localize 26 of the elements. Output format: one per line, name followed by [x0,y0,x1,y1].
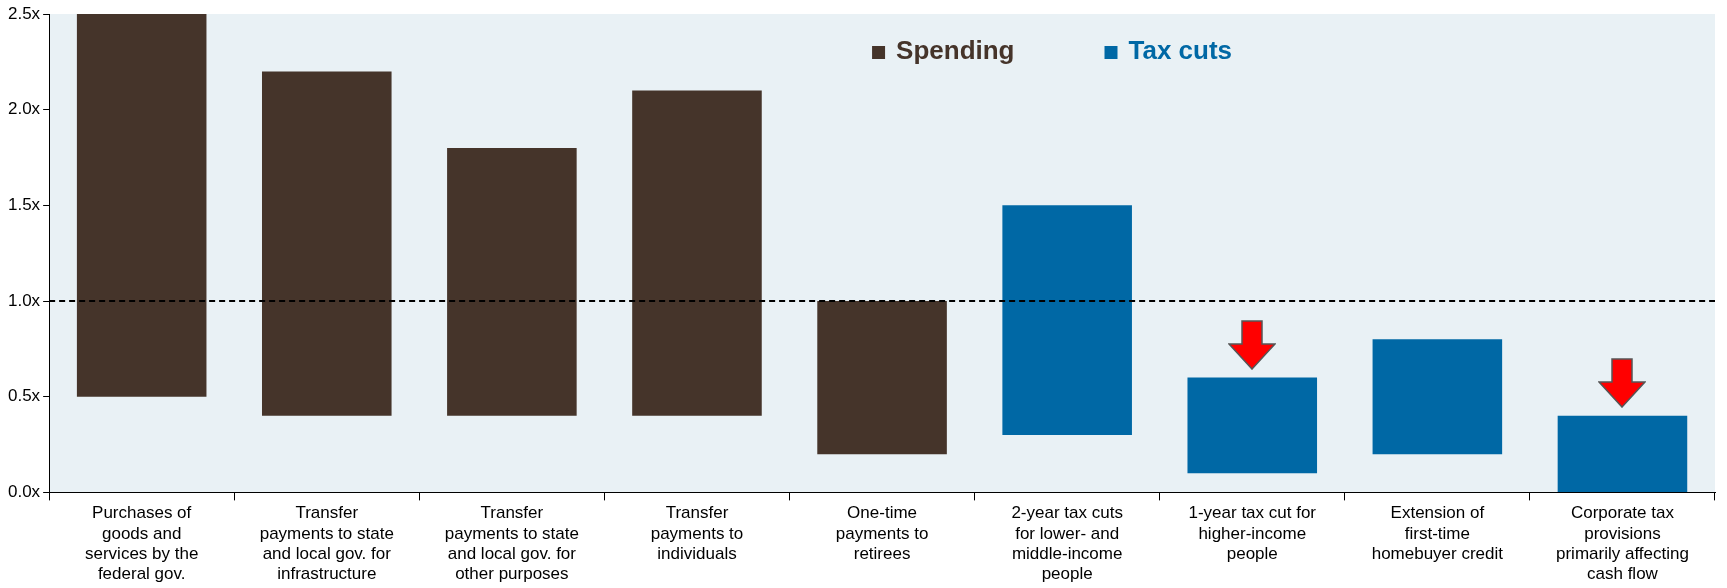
bar [1002,205,1132,435]
y-tick-label: 1.0x [7,290,41,310]
x-tick-label: Purchases of goods and services by the federal gov. [84,503,199,584]
bar [632,90,762,416]
x-tick-label: One-time payments to retirees [835,503,929,564]
y-tick-label: 1.5x [7,195,41,215]
y-tick-label: 2.5x [7,3,41,23]
x-tick-label: 2-year tax cuts for lower- and middle-income people [1011,503,1123,584]
legend-label: Tax cuts [1128,35,1233,66]
bar [76,14,207,397]
x-tick-label: Transfer payments to individuals [650,503,744,564]
x-tick-label: Transfer payments to state and local gov. for other purposes [444,503,579,584]
x-tick-label: Corporate tax provisions primarily affecting cash flow [1556,503,1689,584]
x-tick-label: 1-year tax cut for higher-income people [1188,503,1317,564]
y-tick-label: 0.5x [7,386,41,406]
bar [1557,415,1688,492]
y-tick-label: 0.0x [7,482,41,502]
x-tick-label: Transfer payments to state and local gov. for infrastructure [259,503,394,584]
bar [1187,377,1318,474]
bar [447,147,577,416]
bar [261,71,392,416]
x-tick-label: Extension of first-time homebuyer credit [1371,503,1504,564]
bar [1372,339,1503,455]
y-tick-label: 2.0x [7,99,41,119]
legend-label: Spending [896,35,1015,66]
bar [817,301,947,455]
